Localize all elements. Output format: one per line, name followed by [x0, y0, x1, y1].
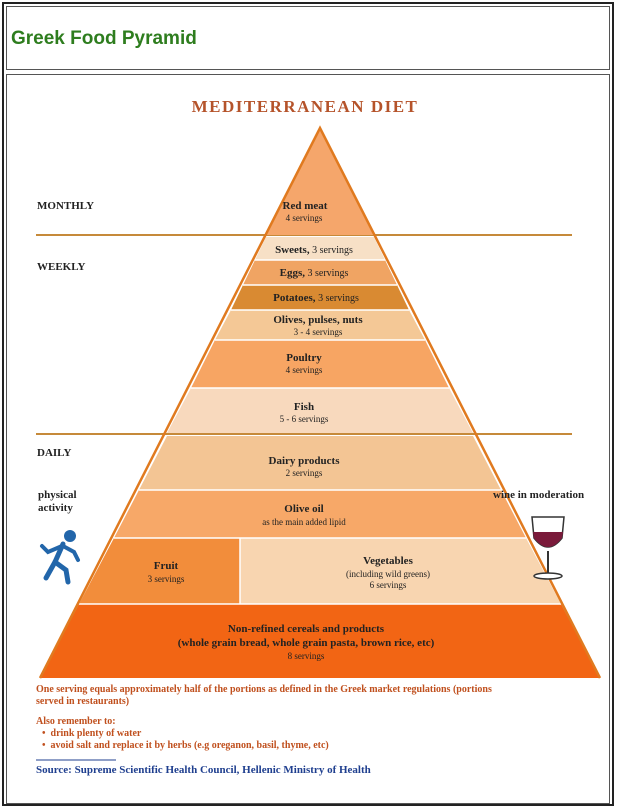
layer-olives [215, 310, 425, 340]
remember-bullet-2-text: avoid salt and replace it by herbs (e.g … [50, 740, 329, 751]
potatoes-name: Potatoes, [273, 292, 316, 304]
serving-note-line2: served in restaurants) [36, 696, 130, 707]
running-person-icon [40, 530, 80, 585]
source-line: Source: Supreme Scientific Health Counci… [36, 764, 371, 776]
pyramid-outline [38, 125, 602, 679]
wine-label: wine in moderation [493, 489, 585, 501]
bullet-icon: • [42, 740, 51, 751]
physical-activity-line2: activity [38, 502, 73, 514]
layer-eggs [243, 260, 397, 285]
fish-servings: 5 - 6 servings [279, 414, 329, 424]
layer-dividers [79, 259, 561, 605]
header: Greek Food Pyramid [6, 6, 610, 70]
sweets-label: Sweets, 3 servings [275, 244, 353, 256]
label-daily: DAILY [37, 447, 72, 459]
layer-red-meat [266, 128, 374, 235]
eggs-label: Eggs, 3 servings [280, 267, 349, 279]
red-meat-name: Red meat [282, 200, 328, 212]
remember-bullet-2: • avoid salt and replace it by herbs (e.… [42, 740, 329, 751]
remember-bullet-1: • drink plenty of water [42, 728, 141, 739]
olives-name: Olives, pulses, nuts [273, 314, 363, 326]
layer-sweets [255, 237, 385, 260]
sweets-name: Sweets, [275, 244, 310, 256]
layer-dairy [139, 436, 501, 490]
red-meat-servings: 4 servings [285, 213, 323, 223]
olive-oil-name: Olive oil [284, 503, 324, 515]
poultry-name: Poultry [286, 352, 322, 364]
layer-fruit [79, 538, 240, 604]
olive-oil-servings: as the main added lipid [262, 517, 346, 527]
vegetables-name: Vegetables [363, 555, 413, 567]
layer-potatoes [231, 285, 409, 310]
dairy-servings: 2 servings [285, 468, 323, 478]
vegetables-servings: 6 servings [369, 580, 407, 590]
dairy-name: Dairy products [268, 455, 340, 467]
label-monthly: MONTHLY [37, 200, 95, 212]
label-weekly: WEEKLY [37, 261, 86, 273]
layer-cereals [40, 604, 600, 678]
layer-fish [167, 388, 473, 433]
wine-glass-icon [531, 516, 565, 580]
layer-poultry [191, 340, 449, 388]
remember-bullet-1-text: drink plenty of water [50, 728, 142, 739]
eggs-servings: 3 servings [307, 268, 349, 279]
vegetables-note: (including wild greens) [346, 569, 430, 579]
serving-note-line1: One serving equals approximately half of… [36, 684, 492, 695]
outer-frame [2, 2, 614, 806]
fish-name: Fish [293, 401, 315, 413]
cereals-servings: 8 servings [287, 651, 325, 661]
fruit-name: Fruit [153, 560, 179, 572]
page-title: Greek Food Pyramid [11, 28, 197, 49]
physical-activity-line1: physical [38, 489, 77, 501]
potatoes-label: Potatoes, 3 servings [273, 292, 359, 304]
layer-olive-oil [114, 490, 526, 538]
layer-vegetables [240, 538, 561, 604]
olives-servings: 3 - 4 servings [293, 327, 343, 337]
fruit-servings: 3 servings [147, 574, 185, 584]
potatoes-servings: 3 servings [318, 293, 359, 304]
diagram-title: MEDITERRANEAN DIET [191, 97, 419, 116]
cereals-note: (whole grain bread, whole grain pasta, b… [177, 637, 435, 649]
physical-activity-label: physical activity [38, 489, 77, 515]
sweets-servings: 3 servings [312, 245, 353, 256]
cereals-name: Non-refined cereals and products [227, 623, 385, 635]
remember-heading: Also remember to: [36, 716, 116, 727]
poultry-servings: 4 servings [285, 365, 323, 375]
eggs-name: Eggs, [279, 267, 306, 279]
bullet-icon: • [42, 728, 51, 739]
